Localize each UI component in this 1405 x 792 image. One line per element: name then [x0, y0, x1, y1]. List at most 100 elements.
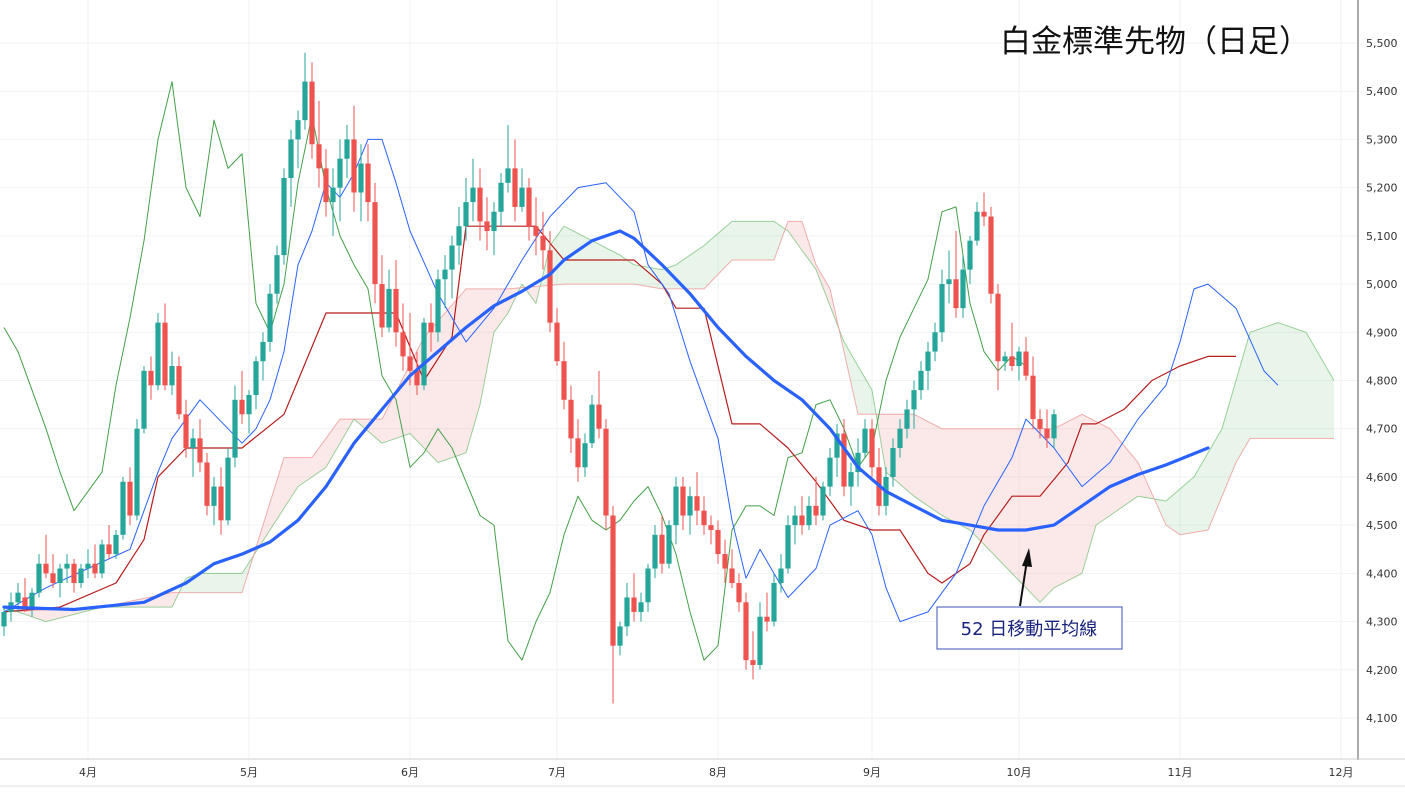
cloud-segment [714, 233, 718, 279]
cloud-segment [774, 221, 778, 260]
candle-body [617, 626, 623, 646]
cloud-segment [914, 414, 918, 499]
cloud-segment [1187, 479, 1191, 534]
cloud-segment [959, 428, 963, 527]
cloud-segment [1075, 416, 1079, 577]
cloud-segment [1057, 425, 1061, 587]
price-axis-panel[interactable] [1358, 0, 1405, 760]
cloud-segment [361, 419, 365, 429]
cloud-segment [501, 288, 505, 323]
cloud-segment [392, 391, 396, 440]
cloud-segment [1320, 356, 1324, 439]
cloud-segment [553, 235, 557, 285]
candle-body [771, 583, 777, 622]
candle-body [463, 202, 469, 227]
cloud-segment [700, 245, 704, 289]
cloud-segment [1260, 327, 1264, 439]
cloud-segment [795, 221, 799, 246]
cloud-segment [455, 296, 459, 457]
cloud-segment [861, 372, 865, 415]
cloud-segment [403, 371, 407, 436]
cloud-segment [735, 221, 739, 260]
candle-body [365, 163, 371, 203]
cloud-segment [224, 573, 228, 593]
candle-body [36, 563, 42, 593]
cloud-segment [728, 221, 732, 264]
cloud-segment [1201, 458, 1205, 532]
candle-body [624, 597, 630, 627]
month-label: 7月 [548, 766, 566, 779]
candle-body [680, 486, 686, 516]
cloud-segment [1159, 499, 1163, 518]
cloud-segment [1204, 452, 1208, 531]
time-axis-labels[interactable]: 4月 5月 6月 7月 8月 9月 10月 11月 12月 [79, 766, 1354, 779]
candle-body [1016, 351, 1022, 367]
candle-body [43, 563, 49, 574]
annotation-label: 52 日移動平均線 [961, 619, 1098, 640]
cloud-segment [1085, 416, 1089, 562]
price-axis-labels: 4,100 4,200 4,300 4,400 4,500 4,600 4,700 4,800… [1366, 37, 1398, 725]
cloud-segment [1218, 428, 1222, 505]
cloud-segment [798, 221, 802, 251]
candle-body [806, 505, 812, 526]
annotation-arrowhead [1022, 548, 1032, 567]
cloud-segment [1215, 434, 1219, 514]
cloud-segment [942, 428, 946, 518]
month-label: 8月 [709, 766, 727, 779]
cloud-segment [931, 423, 935, 511]
cloud-segment [35, 610, 39, 620]
cloud-segment [711, 236, 715, 282]
candle-body [596, 404, 602, 429]
cloud-segment [602, 246, 606, 285]
cloud-segment [1173, 491, 1177, 533]
cloud-segment [1043, 428, 1047, 599]
cloud-segment [1316, 350, 1320, 439]
cloud-segment [294, 457, 298, 492]
month-label: 6月 [401, 766, 419, 779]
cloud-segment [259, 525, 263, 547]
cloud-segment [655, 268, 659, 289]
price-tick-label: 4,200 [1366, 664, 1398, 677]
candle-body [393, 288, 399, 333]
month-label: 11月 [1168, 766, 1193, 779]
cloud-segment [1295, 328, 1299, 439]
cloud-segment [732, 221, 736, 260]
candle-body [288, 139, 294, 178]
cloud-segment [994, 428, 998, 559]
candle-body [785, 525, 791, 569]
candle-body [148, 370, 154, 386]
cloud-segment [987, 428, 991, 552]
cloud-segment [1239, 356, 1243, 457]
cloud-segment [1257, 328, 1261, 439]
cloud-segment [1306, 332, 1310, 439]
candle-body [1030, 375, 1036, 420]
cloud-segment [896, 414, 900, 485]
candle-body [372, 202, 378, 285]
cloud-segment [945, 428, 949, 520]
candle-body [533, 226, 539, 236]
candle-body [302, 81, 308, 121]
candle-body [589, 404, 595, 444]
senkou-span-a-line [3, 220, 1335, 623]
ma52-line-group [2, 229, 1210, 612]
cloud-segment [214, 573, 218, 593]
candle-body [113, 534, 119, 555]
candle-body [687, 496, 693, 516]
cloud-segment [336, 419, 340, 450]
cloud-segment [53, 609, 57, 620]
cloud-segment [340, 419, 344, 444]
candle-body [183, 414, 189, 448]
cloud-segment [697, 247, 701, 289]
cloud-segment [28, 610, 32, 617]
cloud-segment [207, 573, 211, 593]
cloud-segment [172, 592, 176, 608]
candle-body [22, 597, 28, 608]
price-tick-label: 4,700 [1366, 423, 1398, 436]
cloud-segment [315, 448, 319, 475]
price-tick-label: 4,800 [1366, 375, 1398, 388]
candle-body [897, 428, 903, 448]
cloud-segment [760, 221, 764, 260]
cloud-segment [476, 288, 480, 417]
candle-body [428, 322, 434, 333]
candle-body [225, 457, 231, 521]
